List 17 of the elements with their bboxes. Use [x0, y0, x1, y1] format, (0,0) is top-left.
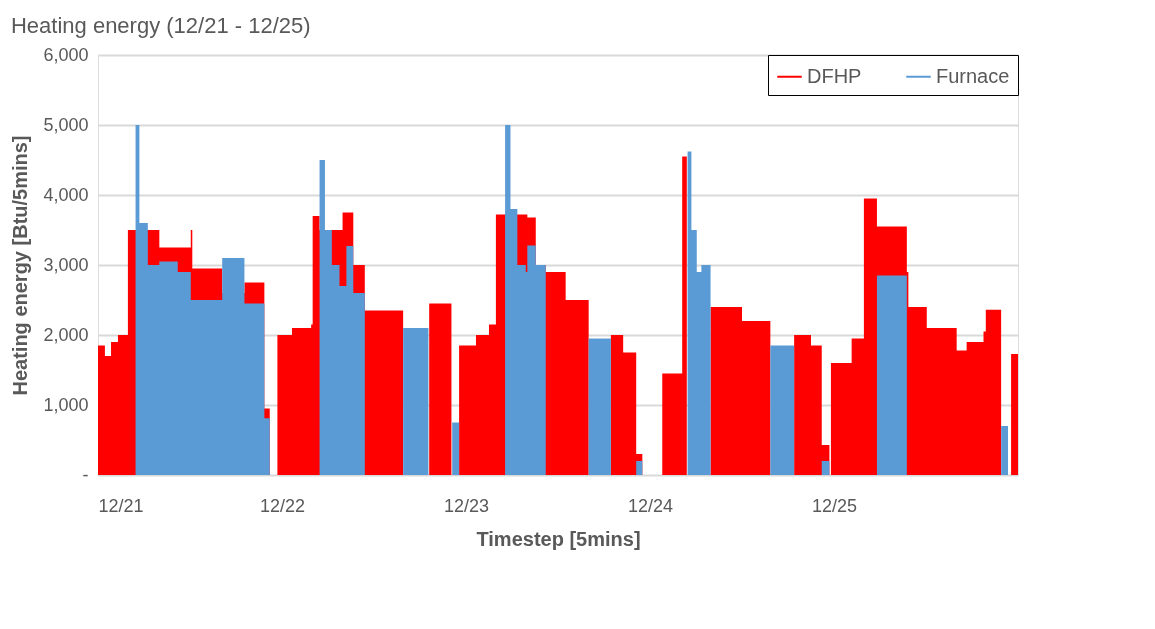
- y-tick-label: 5,000: [43, 114, 89, 135]
- y-tick-label: 6,000: [43, 44, 89, 65]
- y-tick-label: 2,000: [43, 324, 89, 345]
- chart-title: Heating energy (12/21 - 12/25): [10, 13, 311, 38]
- x-tick-label: 12/23: [443, 495, 490, 516]
- x-tick-label: 12/22: [259, 495, 306, 516]
- x-axis-title: Timestep [5mins]: [476, 527, 641, 550]
- legend-label: Furnace: [936, 64, 1010, 87]
- y-tick-label: 3,000: [43, 254, 89, 275]
- y-tick-label: -: [82, 464, 89, 485]
- legend-label: DFHP: [807, 64, 862, 87]
- y-axis-title: Heating energy [Btu/5mins]: [9, 135, 32, 396]
- x-tick-label: 12/25: [811, 495, 858, 516]
- x-tick-label: 12/21: [98, 495, 144, 516]
- y-tick-label: 1,000: [43, 394, 89, 415]
- y-tick-label: 4,000: [43, 184, 89, 205]
- x-tick-label: 12/24: [627, 495, 674, 516]
